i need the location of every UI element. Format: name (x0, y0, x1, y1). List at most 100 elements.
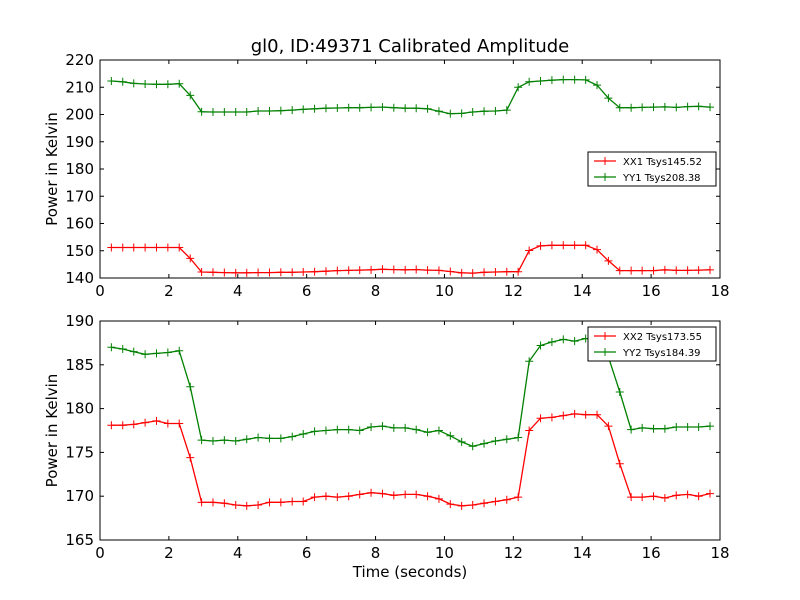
data-point (242, 501, 251, 510)
data-point (265, 498, 274, 507)
data-point (208, 268, 217, 277)
x-tick-label: 6 (302, 544, 312, 562)
data-point (649, 492, 658, 501)
data-point (491, 106, 500, 115)
x-tick-label: 18 (710, 282, 729, 300)
data-point (208, 108, 217, 117)
data-point (672, 103, 681, 112)
data-point (220, 108, 229, 117)
data-point (683, 266, 692, 275)
data-point (706, 103, 715, 112)
data-point (367, 103, 376, 112)
data-point (706, 422, 715, 431)
data-point (344, 266, 353, 275)
data-point (355, 490, 364, 499)
data-point (468, 269, 477, 278)
data-point (491, 497, 500, 506)
x-tick-label: 0 (95, 282, 105, 300)
x-tick-label: 0 (95, 544, 105, 562)
y-tick-label: 150 (65, 242, 94, 260)
data-point (559, 411, 568, 420)
data-point (615, 387, 624, 396)
data-point (288, 497, 297, 506)
data-point (525, 246, 534, 255)
data-point (141, 243, 150, 252)
data-point (152, 416, 161, 425)
data-point (118, 421, 127, 430)
data-point (536, 414, 545, 423)
data-point (649, 103, 658, 112)
data-point (367, 422, 376, 431)
y-tick-label: 165 (65, 531, 94, 549)
data-point (175, 243, 184, 252)
data-point (231, 108, 240, 117)
series-1 (107, 409, 715, 510)
data-point (683, 102, 692, 111)
data-point (412, 425, 421, 434)
legend-swatch-marker (601, 348, 609, 356)
y-tick-label: 200 (65, 106, 94, 124)
data-point (208, 437, 217, 446)
data-point (344, 103, 353, 112)
data-point (107, 421, 116, 430)
x-tick-label: 16 (642, 282, 661, 300)
data-point (536, 341, 545, 350)
data-point (276, 498, 285, 507)
data-point (480, 107, 489, 116)
data-point (468, 108, 477, 117)
data-point (581, 75, 590, 84)
data-point (559, 241, 568, 250)
x-tick-label: 8 (371, 544, 381, 562)
data-point (152, 80, 161, 89)
data-point (378, 265, 387, 274)
data-point (321, 492, 330, 501)
data-point (141, 350, 150, 359)
data-point (570, 75, 579, 84)
y-tick-label: 180 (65, 160, 94, 178)
data-point (491, 268, 500, 277)
y-tick-label: 220 (65, 51, 94, 69)
data-point (389, 491, 398, 500)
data-point (254, 500, 263, 509)
data-point (333, 425, 342, 434)
data-point (638, 266, 647, 275)
data-point (389, 423, 398, 432)
data-point (355, 103, 364, 112)
data-point (604, 256, 613, 265)
data-point (547, 241, 556, 250)
data-point (220, 436, 229, 445)
y-tick-label: 175 (65, 443, 94, 461)
data-point (231, 437, 240, 446)
x-tick-label: 2 (164, 282, 174, 300)
data-point (152, 243, 161, 252)
x-axis-label: Time (seconds) (352, 563, 468, 581)
data-point (649, 424, 658, 433)
data-point (129, 420, 138, 429)
data-point (220, 268, 229, 277)
y-tick-label: 180 (65, 400, 94, 418)
data-point (288, 432, 297, 441)
data-point (141, 79, 150, 88)
data-point (604, 94, 613, 103)
data-point (355, 266, 364, 275)
legend-label: XX2 Tsys173.55 (623, 332, 702, 343)
data-point (163, 243, 172, 252)
data-point (581, 410, 590, 419)
data-point (480, 268, 489, 277)
data-point (107, 343, 116, 352)
series-2 (107, 334, 715, 451)
data-point (593, 81, 602, 90)
data-point (321, 426, 330, 435)
data-point (660, 265, 669, 274)
data-point (480, 499, 489, 508)
data-point (660, 102, 669, 111)
data-point (525, 426, 534, 435)
data-point (514, 267, 523, 276)
data-point (299, 430, 308, 439)
data-point (389, 265, 398, 274)
panel-top: 0 2 4 6 8 10 12 14 16 18 140 150 160 170 180 190 200 210 2… (43, 51, 730, 300)
data-point (276, 434, 285, 443)
data-point (299, 268, 308, 277)
data-point (288, 106, 297, 115)
data-point (310, 493, 319, 502)
